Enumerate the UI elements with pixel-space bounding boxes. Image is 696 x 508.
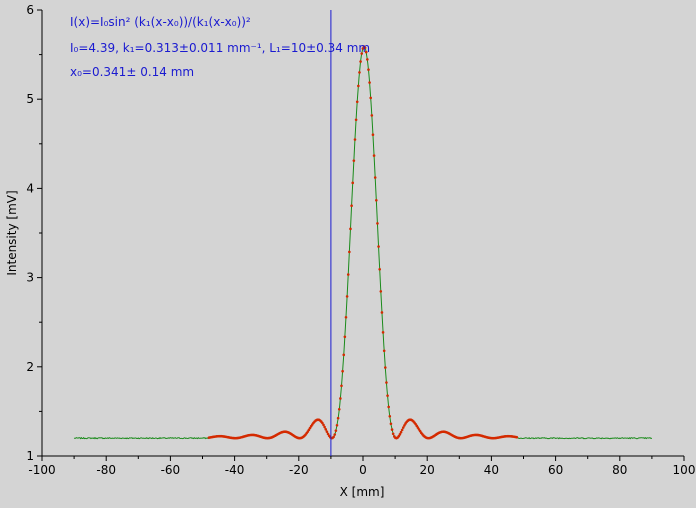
fit-point [515,435,519,439]
fit-point [371,133,375,137]
fit-point [333,433,337,436]
fit-point [366,58,369,61]
fit-point [379,290,383,293]
fit-point [400,428,404,432]
y-tick-label: 4 [26,181,34,195]
fit-point [391,432,395,436]
annotation-line-1: I(x)=I₀sin² (k₁(x-x₀))/(k₁(x-x₀))² [70,15,251,29]
x-tick-label: 40 [484,463,499,477]
fit-point [361,47,365,50]
fit-point [403,424,406,427]
fit-point [342,353,346,357]
fit-point [341,369,344,373]
fit-point [346,273,350,276]
fit-point [344,315,348,319]
fit-point [376,222,379,225]
fit-point [368,81,371,84]
measured-series-line [73,45,653,440]
x-tick-label: 100 [673,463,696,477]
y-tick-label: 6 [26,3,34,17]
fit-point [386,394,389,397]
x-tick-label: 0 [359,463,367,477]
fit-point [384,366,387,369]
fit-point [326,432,330,436]
x-tick-label: 80 [612,463,627,477]
fit-point [369,96,373,100]
fit-point [382,349,386,353]
y-axis-title: Intensity [mV] [5,190,19,275]
fit-point [339,397,342,400]
fit-point [398,433,402,436]
fit-point [322,423,325,427]
fit-point [350,204,353,207]
annotation-line-3: x₀=0.341± 0.14 mm [70,65,194,79]
fit-point [390,428,394,431]
fit-point [334,429,338,432]
fit-point [360,52,364,55]
fit-point [325,430,329,433]
fit-point [388,414,392,418]
x-axis-title: X [mm] [340,485,385,499]
fit-point [387,405,390,409]
fit-point [381,331,385,334]
fit-point [358,71,361,74]
fit-point [359,60,362,63]
x-tick-label: -60 [161,463,181,477]
fit-point [332,435,335,439]
fit-point [375,199,378,202]
data-marks [73,10,653,456]
fit-point [401,426,405,429]
fit-point [343,335,347,339]
fit-point [367,68,370,71]
x-tick-label: 20 [420,463,435,477]
annotation-line-2: I₀=4.39, k₁=0.313±0.011 mm⁻¹, L₁=10±0.34… [70,41,370,55]
fit-point [380,311,384,314]
fit-annotation: I(x)=I₀sin² (k₁(x-x₀))/(k₁(x-x₀))² I₀=4.… [70,15,370,79]
fit-point [377,245,380,248]
y-tick-label: 5 [26,92,34,106]
x-tick-label: -100 [28,463,55,477]
fit-point [385,381,388,384]
x-tick-label: 60 [548,463,563,477]
axes: -100 -80 -60 -40 -20 0 20 40 60 80 100 1 2 3 4 5 6 [26,3,695,477]
x-tick-label: -20 [289,463,309,477]
fit-point [336,416,340,420]
y-tick-label: 2 [26,360,34,374]
fit-point [345,295,349,298]
fit-point [348,250,351,254]
fit-point [351,181,355,185]
x-tick-label: -40 [225,463,245,477]
fit-point [323,425,326,429]
fit-point [399,430,403,434]
fit-point [352,159,356,162]
fit-point [355,100,359,104]
fit-point [364,50,368,54]
y-tick-label: 1 [26,449,34,463]
fit-point [354,118,358,122]
fit-point [389,422,393,426]
fit-point [324,428,328,431]
fit-point [372,154,376,157]
x-tick-label: -80 [96,463,116,477]
fit-point [378,267,381,271]
fit-point [357,84,360,88]
fit-point [340,384,343,388]
fit-point [373,176,377,179]
fit-point [363,46,367,50]
fit-point [349,227,352,231]
fit-point [335,423,339,427]
y-tick-label: 3 [26,271,34,285]
fit-point [370,114,374,117]
fit-point [353,138,357,141]
fit-point [337,407,341,411]
